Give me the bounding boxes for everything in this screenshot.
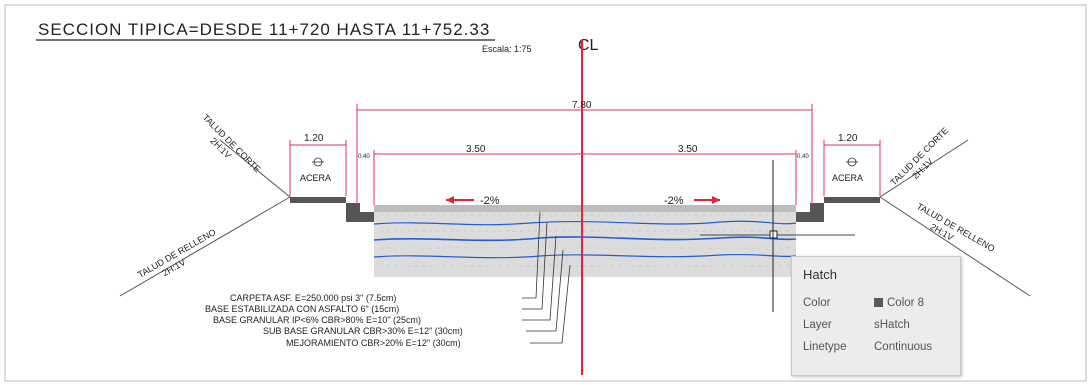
slope-arrows xyxy=(446,196,720,204)
dim-curb-right: 0.40 xyxy=(797,154,809,160)
acera-symbol-left xyxy=(312,157,324,167)
layer-label: BASE ESTABILIZADA CON ASFALTO 6" (15cm) xyxy=(205,304,399,314)
dim-lane-right: 3.50 xyxy=(678,144,698,155)
curbs xyxy=(290,197,880,222)
viewport-border xyxy=(4,4,1087,382)
hatch-properties-tooltip: Hatch Color Color 8 Layer sHatch Linetyp… xyxy=(791,256,961,376)
pavement-structure xyxy=(373,205,855,277)
tooltip-value-layer: sHatch xyxy=(874,319,910,331)
acera-right: ACERA xyxy=(832,173,863,183)
acera-left: ACERA xyxy=(300,173,331,183)
dim-sidewalk-right: 1.20 xyxy=(838,133,858,144)
tooltip-value-color: Color 8 xyxy=(874,297,924,309)
scale-label: Escala: 1:75 xyxy=(482,44,532,54)
acera-symbol-right xyxy=(846,157,858,167)
dim-sidewalk-left: 1.20 xyxy=(304,133,324,144)
talud-relleno-right: TALUD DE RELLENO 2H:1V xyxy=(915,201,997,254)
tooltip-key-layer: Layer xyxy=(803,319,832,331)
section-title: SECCION TIPICA=DESDE 11+720 HASTA 11+752… xyxy=(38,20,490,39)
dim-total: 7.80 xyxy=(572,100,592,111)
tooltip-value-linetype: Continuous xyxy=(874,341,933,353)
slope-right: -2% xyxy=(664,195,684,207)
svg-text:TALUD DE RELLENO: TALUD DE RELLENO xyxy=(915,201,997,254)
dimension-lines xyxy=(289,104,881,205)
centerline-symbol: CL xyxy=(578,37,599,54)
layer-leaders xyxy=(522,211,571,344)
slope-left: -2% xyxy=(480,195,500,207)
dim-curb-left: 0.40 xyxy=(358,154,370,160)
layer-label: CARPETA ASF. E=250.000 psi 3" (7.5cm) xyxy=(230,293,396,303)
tooltip-title: Hatch xyxy=(803,267,837,282)
tooltip-key-color: Color xyxy=(803,297,831,309)
talud-relleno-left: TALUD DE RELLENO 2H:1V xyxy=(136,227,218,280)
color-swatch-icon xyxy=(874,298,883,307)
terrain-lines xyxy=(119,139,1031,297)
svg-text:TALUD DE RELLENO: TALUD DE RELLENO xyxy=(136,227,218,280)
talud-corte-left: TALUD DE CORTE 2H:1V xyxy=(201,112,263,174)
layer-label: BASE GRANULAR IP<6% CBR>80% E=10" (25cm) xyxy=(213,315,421,325)
layer-label: SUB BASE GRANULAR CBR>30% E=12" (30cm) xyxy=(263,326,463,336)
tooltip-key-linetype: Linetype xyxy=(803,341,847,353)
layer-label: MEJORAMIENTO CBR>20% E=12" (30cm) xyxy=(286,338,461,348)
dim-lane-left: 3.50 xyxy=(466,144,486,155)
